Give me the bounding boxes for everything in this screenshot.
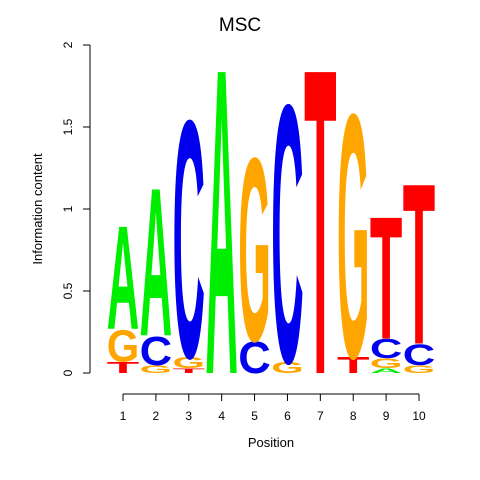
letter-c-pos6: C xyxy=(271,27,303,440)
y-tick-label: 0.5 xyxy=(61,282,75,299)
letter-c-pos5: C xyxy=(238,332,271,383)
letter-t-pos1: T xyxy=(107,359,140,377)
x-tick-label: 6 xyxy=(284,409,291,423)
x-tick-label: 1 xyxy=(120,409,127,423)
x-tick-label: 2 xyxy=(153,409,160,423)
x-tick-label: 5 xyxy=(251,409,258,423)
y-axis: 0 0.5 1 1.5 2 xyxy=(61,41,91,376)
letter-c-pos10: C xyxy=(403,339,435,372)
y-tick-label: 1 xyxy=(61,205,75,212)
y-tick-label: 2 xyxy=(61,41,75,48)
letter-t-pos8: T xyxy=(337,352,370,378)
y-tick-label: 0 xyxy=(61,369,75,376)
x-tick-label: 8 xyxy=(350,409,357,423)
letter-g-pos1: G xyxy=(107,321,139,372)
letter-t-pos3: T xyxy=(173,367,205,375)
letter-t-pos7: T xyxy=(304,0,336,467)
letter-c-pos2: C xyxy=(140,329,172,375)
letter-g-pos8: G xyxy=(337,41,369,431)
letter-g-pos10: G xyxy=(403,363,435,376)
x-tick-label: 3 xyxy=(185,409,192,423)
x-tick-label: 7 xyxy=(317,409,324,423)
letter-g-pos2: G xyxy=(140,363,172,376)
letter-t-pos9: T xyxy=(370,182,402,377)
x-axis: 1 2 3 4 5 6 7 8 9 10 xyxy=(120,393,426,423)
letter-t-pos10: T xyxy=(403,137,435,393)
y-tick-label: 1.5 xyxy=(61,118,75,135)
letter-a-pos2: A xyxy=(140,144,173,381)
letter-a-pos1: A xyxy=(107,196,139,361)
letter-a-pos4: A xyxy=(205,0,238,466)
y-axis-label: Information content xyxy=(30,153,45,265)
x-tick-label: 4 xyxy=(218,409,225,423)
letter-c-pos9: C xyxy=(370,333,403,364)
x-axis-label: Position xyxy=(248,435,294,450)
x-tick-label: 10 xyxy=(412,409,426,423)
letter-g-pos9: G xyxy=(370,356,403,371)
letter-g-pos3: G xyxy=(173,353,205,371)
letter-a-pos9: A xyxy=(370,367,402,375)
letter-c-pos3: C xyxy=(173,51,205,430)
letter-g-pos6: G xyxy=(271,358,303,376)
x-tick-label: 9 xyxy=(383,409,390,423)
chart-title: MSC xyxy=(219,15,261,36)
letter-g-pos5: G xyxy=(238,103,270,396)
